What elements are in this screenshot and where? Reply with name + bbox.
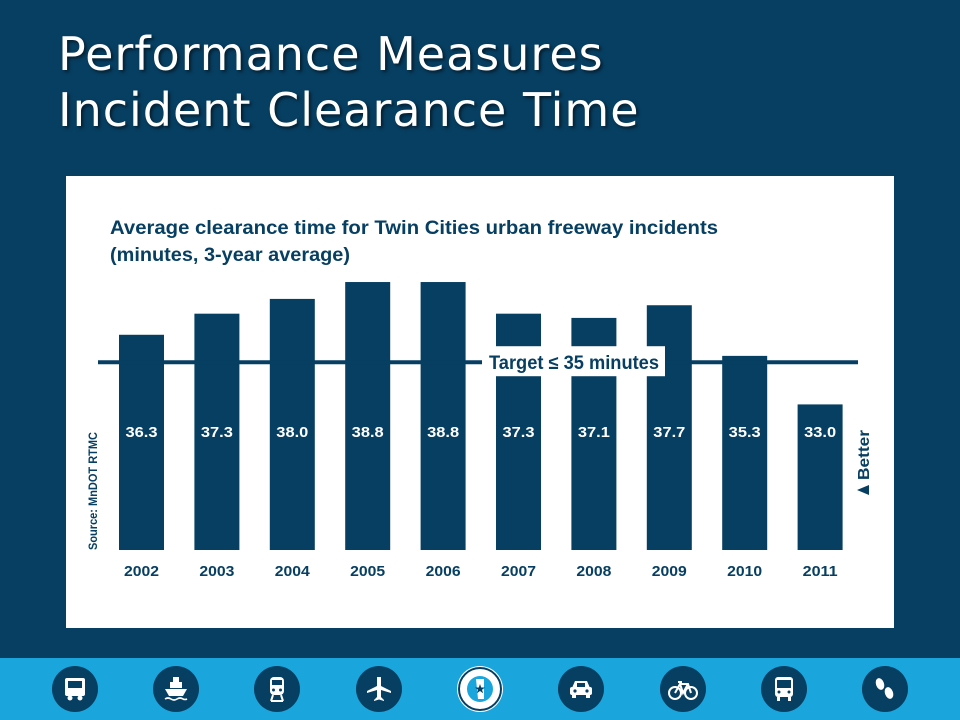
target-group: Target ≤ 35 minutes bbox=[98, 346, 858, 377]
value-label: 37.1 bbox=[578, 424, 610, 441]
chart-panel: Average clearance time for Twin Cities u… bbox=[66, 176, 894, 628]
bar-2009 bbox=[646, 305, 692, 550]
transport-mode-bar bbox=[0, 658, 960, 720]
mndot-seal-icon bbox=[456, 666, 503, 712]
bar-2003 bbox=[194, 313, 240, 550]
slide-title-line1: Performance Measures bbox=[58, 27, 604, 81]
better-arrow-icon bbox=[857, 485, 869, 495]
category-label: 2010 bbox=[727, 563, 762, 580]
category-label: 2011 bbox=[803, 563, 838, 580]
better-label: Better bbox=[856, 430, 873, 480]
bar-2011 bbox=[797, 404, 843, 550]
value-label: 36.3 bbox=[126, 424, 158, 441]
category-label: 2006 bbox=[426, 563, 461, 580]
bus-icon bbox=[760, 666, 807, 712]
car-icon bbox=[558, 666, 605, 712]
category-label: 2003 bbox=[199, 563, 234, 580]
value-label: 37.7 bbox=[653, 424, 685, 441]
target-label: Target ≤ 35 minutes bbox=[489, 353, 659, 374]
value-label: 38.8 bbox=[427, 424, 459, 441]
bar-2006 bbox=[420, 282, 466, 550]
source-label: Source: MnDOT RTMC bbox=[86, 432, 100, 550]
bar-2004 bbox=[269, 298, 315, 550]
bar-chart: Average clearance time for Twin Cities u… bbox=[86, 218, 873, 580]
category-label: 2004 bbox=[275, 563, 311, 580]
chart-title: Average clearance time for Twin Cities u… bbox=[110, 218, 718, 239]
footprints-icon bbox=[862, 666, 909, 712]
value-label: 37.3 bbox=[503, 424, 535, 441]
slide-title-line2: Incident Clearance Time bbox=[58, 83, 640, 137]
bar-2010 bbox=[722, 355, 768, 550]
value-label: 38.8 bbox=[352, 424, 384, 441]
target-label-background bbox=[482, 346, 665, 377]
bicycle-icon bbox=[659, 666, 706, 712]
value-label: 37.3 bbox=[201, 424, 233, 441]
truck-icon bbox=[51, 666, 98, 712]
value-label: 35.3 bbox=[729, 424, 761, 441]
train-icon bbox=[254, 666, 301, 712]
category-label: 2007 bbox=[501, 563, 536, 580]
bar-2002 bbox=[119, 334, 164, 550]
ship-icon bbox=[152, 666, 199, 712]
bar-2005 bbox=[345, 282, 391, 550]
slide-title: Performance Measures Incident Clearance … bbox=[58, 26, 640, 138]
bars: 36.3 2002 37.3 2003 38.0 2004 38.8 2005 38.8 2006… bbox=[119, 282, 843, 580]
category-label: 2002 bbox=[124, 563, 159, 580]
value-label: 33.0 bbox=[804, 424, 836, 441]
airplane-icon bbox=[355, 666, 402, 712]
chart-subtitle: (minutes, 3-year average) bbox=[110, 245, 350, 266]
category-label: 2008 bbox=[576, 563, 611, 580]
value-label: 38.0 bbox=[276, 424, 308, 441]
category-label: 2009 bbox=[652, 563, 687, 580]
category-label: 2005 bbox=[350, 563, 385, 580]
